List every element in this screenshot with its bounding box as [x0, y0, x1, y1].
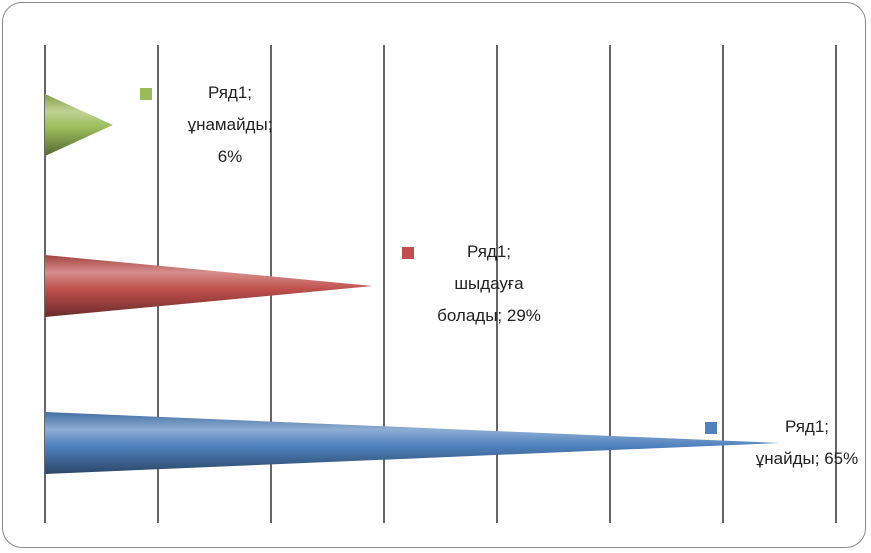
data-labels: Ряд1; ұнамайды; 6% Ряд1; шыдауға болады; 29% Р… — [140, 83, 858, 468]
data-label: шыдауға — [454, 274, 524, 293]
bar-1 — [45, 94, 113, 156]
data-label: Ряд1; — [208, 83, 252, 102]
bars — [45, 94, 780, 474]
label-marker — [140, 88, 152, 100]
chart-area: Ряд1; ұнамайды; 6% Ряд1; шыдауға болады; 29% Р… — [2, 2, 866, 548]
data-label: 6% — [218, 147, 243, 166]
bar-3 — [45, 412, 780, 474]
data-label: болады; 29% — [437, 306, 541, 325]
label-marker — [402, 247, 414, 259]
cone-bar-chart: Ряд1; ұнамайды; 6% Ряд1; шыдауға болады; 29% Р… — [44, 45, 858, 523]
data-label: Ряд1; — [467, 242, 511, 261]
data-label: ұнамайды; — [188, 115, 273, 134]
label-marker — [705, 422, 717, 434]
data-label: Ряд1; — [785, 417, 829, 436]
data-label: ұнайды; 65% — [756, 449, 858, 468]
bar-2 — [45, 255, 373, 317]
